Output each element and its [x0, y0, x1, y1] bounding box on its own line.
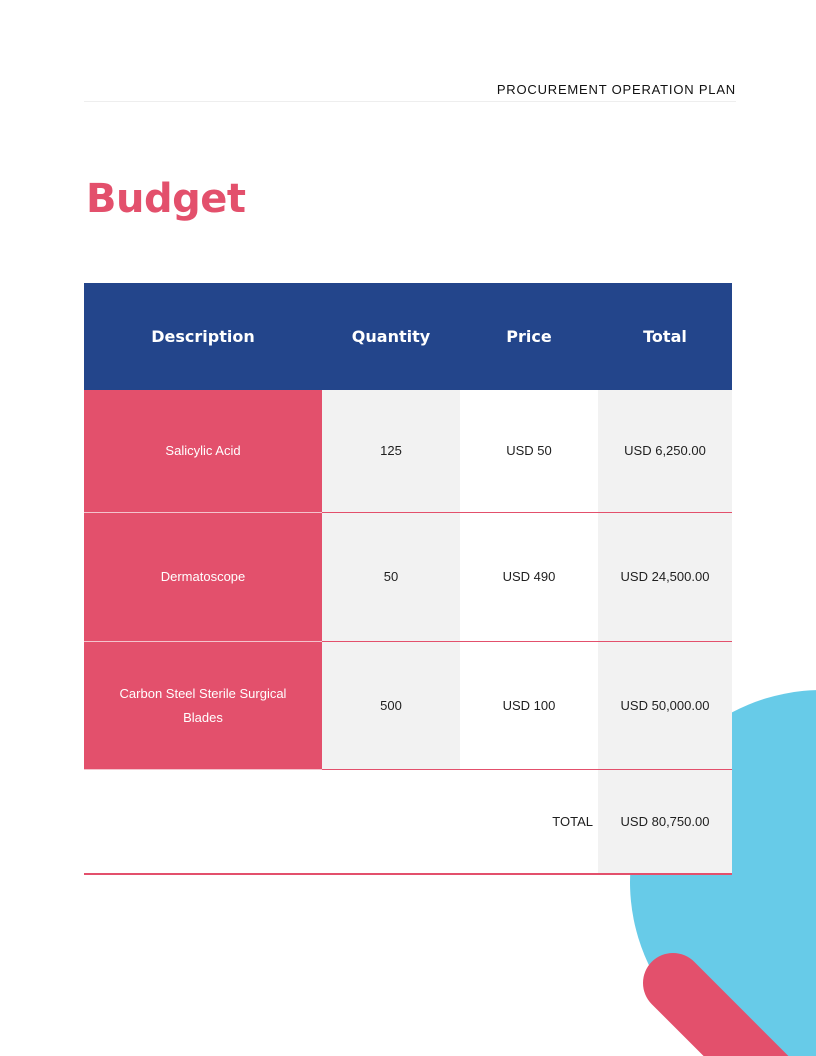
- table-row: Dermatoscope 50 USD 490 USD 24,500.00: [84, 513, 732, 642]
- pink-bar-decoration: [643, 953, 789, 1056]
- header-divider: [84, 101, 736, 102]
- cell-quantity: 50: [322, 513, 460, 642]
- table-total-row: TOTAL USD 80,750.00: [84, 770, 732, 875]
- cell-description: Carbon Steel Sterile Surgical Blades: [84, 642, 322, 770]
- total-label: TOTAL: [460, 770, 598, 873]
- column-header-total: Total: [643, 326, 687, 346]
- page-title: Budget: [86, 176, 246, 222]
- cell-quantity: 500: [322, 642, 460, 770]
- column-header-description: Description: [151, 326, 255, 346]
- cell-total: USD 24,500.00: [598, 513, 732, 642]
- cell-description: Dermatoscope: [84, 513, 322, 642]
- cell-price: USD 50: [460, 390, 598, 513]
- cell-total: USD 6,250.00: [598, 390, 732, 513]
- table-header-row: Description Quantity Price Total: [84, 283, 732, 390]
- column-header-quantity: Quantity: [351, 326, 431, 346]
- total-row-spacer: [84, 770, 460, 873]
- budget-table: Description Quantity Price Total Salicyl…: [84, 283, 732, 875]
- total-value: USD 80,750.00: [598, 770, 732, 873]
- cell-description: Salicylic Acid: [84, 390, 322, 513]
- column-header-price: Price: [506, 326, 552, 346]
- table-row: Salicylic Acid 125 USD 50 USD 6,250.00: [84, 390, 732, 513]
- cell-total: USD 50,000.00: [598, 642, 732, 770]
- cell-quantity: 125: [322, 390, 460, 513]
- cell-price: USD 100: [460, 642, 598, 770]
- cell-price: USD 490: [460, 513, 598, 642]
- document-header-title: PROCUREMENT OPERATION PLAN: [496, 82, 736, 97]
- table-row: Carbon Steel Sterile Surgical Blades 500…: [84, 642, 732, 770]
